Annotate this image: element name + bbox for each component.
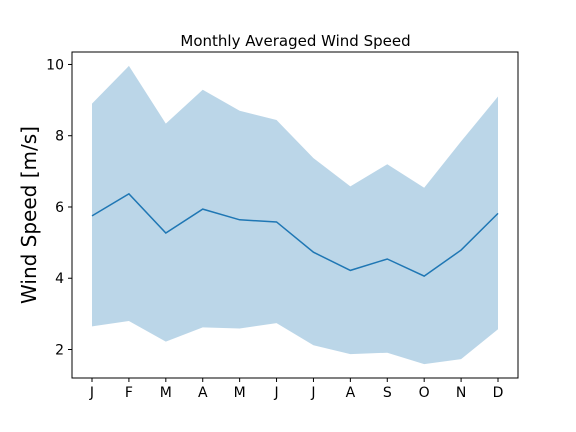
x-tick-label: F xyxy=(125,385,133,401)
plot-area xyxy=(91,65,499,365)
x-tick-label: J xyxy=(310,385,315,401)
x-tick-label: M xyxy=(234,385,246,401)
y-axis-label: Wind Speed [m/s] xyxy=(17,126,41,304)
x-tick-label: M xyxy=(160,385,172,401)
x-tick-label: A xyxy=(346,385,356,401)
mean-wind-speed-line xyxy=(91,192,499,277)
x-tick-label: A xyxy=(198,385,208,401)
x-tick-label: S xyxy=(383,385,392,401)
x-tick-label: N xyxy=(456,385,466,401)
y-tick-label: 8 xyxy=(55,129,64,145)
chart-title: Monthly Averaged Wind Speed xyxy=(180,32,410,50)
x-tick-label: O xyxy=(419,385,430,401)
x-tick-label: D xyxy=(493,385,504,401)
x-tick-label: J xyxy=(273,385,278,401)
axes-frame xyxy=(71,51,519,379)
y-tick-label: 10 xyxy=(46,57,64,73)
wind-speed-range-band xyxy=(92,65,498,365)
x-tick-label: J xyxy=(89,385,94,401)
y-axis: 2 4 6 8 10 xyxy=(46,57,72,358)
y-tick-label: 4 xyxy=(55,271,64,287)
y-tick-label: 2 xyxy=(55,342,64,358)
y-tick-label: 6 xyxy=(55,200,64,216)
